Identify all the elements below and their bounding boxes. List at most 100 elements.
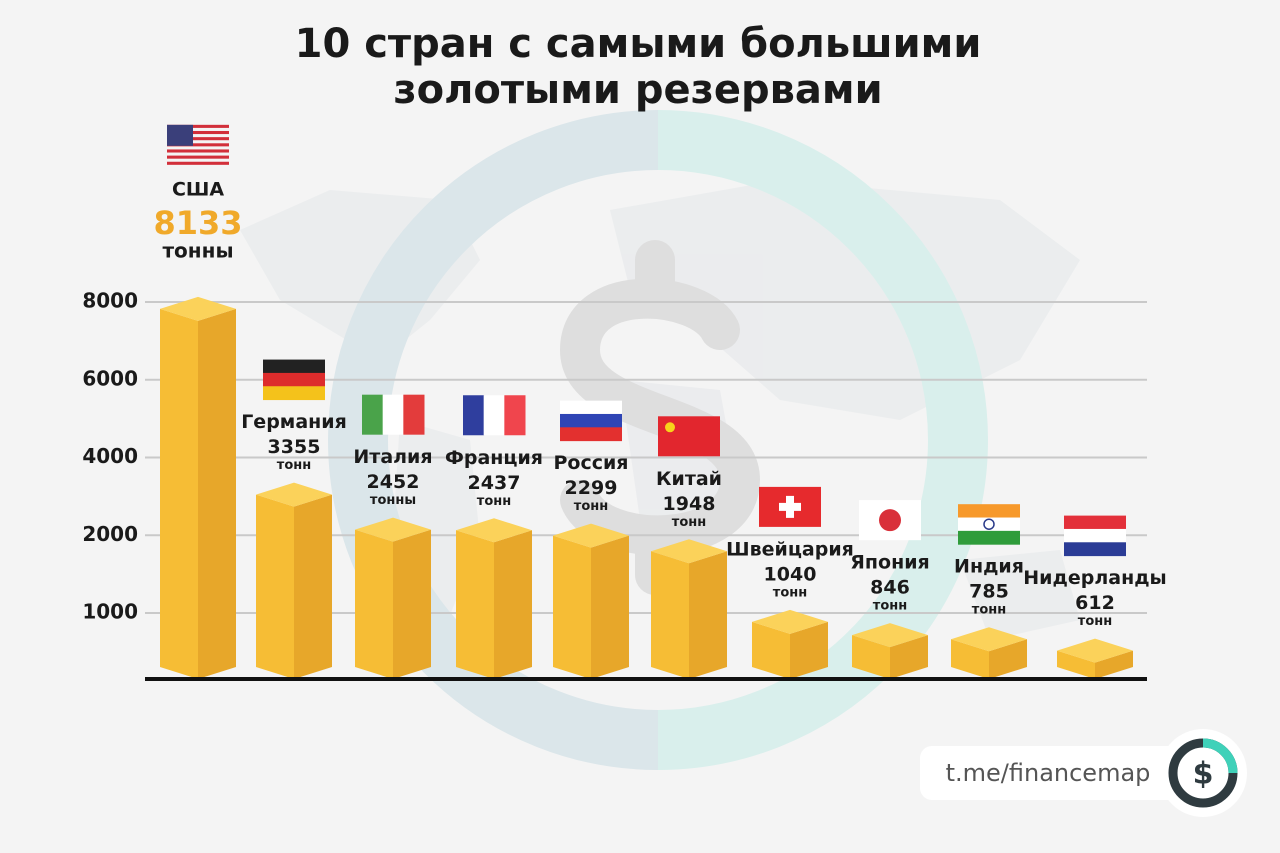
ring-left [328, 110, 659, 770]
flag-sun [879, 509, 901, 532]
flag-stripe [1064, 515, 1126, 530]
flag [658, 416, 720, 457]
bar-right-face [790, 621, 828, 679]
flag [263, 359, 325, 401]
unit-label: тонн [873, 599, 907, 614]
bar-right-face [1095, 650, 1133, 679]
unit-label: тонны [162, 238, 233, 262]
flag-stripe [483, 395, 505, 436]
bar-left-face [256, 494, 294, 679]
bar-left-face [651, 551, 689, 679]
flag-stripe [1064, 542, 1126, 557]
flag-stripe [958, 530, 1020, 545]
bar [852, 623, 928, 679]
value-label: 2299 [565, 477, 618, 499]
bar [160, 296, 236, 679]
flag-stripe [167, 155, 229, 159]
bar-top-face [951, 627, 1027, 652]
continent [960, 550, 1080, 640]
bar-left-face [752, 621, 790, 679]
value-label: 1040 [764, 563, 817, 585]
flag-stripe [167, 137, 229, 141]
logo: $ [1193, 757, 1214, 792]
unit-label: тонн [1078, 614, 1112, 629]
credit: t.me/financemap [946, 759, 1151, 787]
flag-stripe [463, 395, 485, 436]
bar-right-face [689, 551, 727, 679]
flag [560, 400, 622, 442]
bar [752, 609, 828, 679]
unit-label: тонн [773, 585, 807, 600]
unit-label: тонны [370, 493, 416, 508]
flag [167, 124, 229, 165]
flag-stripe [167, 149, 229, 153]
bar-top-face [752, 609, 828, 634]
flag-stripe [263, 359, 325, 374]
bar-right-face [494, 530, 532, 679]
unit-label: тонн [574, 499, 608, 514]
ring-right [657, 110, 988, 770]
bar-top-face [852, 623, 928, 648]
bar-right-face [989, 639, 1027, 679]
flag-stripe [958, 504, 1020, 519]
value-label: 785 [969, 581, 1009, 603]
value-label: 2452 [367, 471, 420, 493]
bar-top-face [160, 296, 236, 321]
unit-label: тонн [477, 494, 511, 509]
bar-left-face [553, 535, 591, 679]
value-label: 1948 [663, 493, 716, 515]
plot: 10002000400060008000тонны8133СШАтонн3355… [82, 124, 1167, 679]
bar-right-face [294, 494, 332, 679]
unit-label: тонн [672, 515, 706, 530]
y-tick-label: 4000 [82, 444, 138, 468]
y-tick-label: 6000 [82, 366, 138, 390]
flag-stripe [958, 517, 1020, 532]
flag [859, 500, 921, 541]
bar [456, 518, 532, 679]
bar-left-face [160, 308, 198, 679]
flag-stripe [403, 394, 425, 435]
bar [951, 627, 1027, 679]
flag [362, 394, 425, 435]
x-tick-label: Нидерланды [1023, 567, 1166, 589]
y-tick-label: 8000 [82, 289, 138, 313]
bar-top-face [1057, 638, 1133, 663]
bar-left-face [456, 530, 494, 679]
x-tick-label: Италия [353, 446, 432, 468]
x-tick-label: Япония [850, 552, 929, 574]
x-tick-label: Россия [553, 452, 628, 474]
bar-top-face [256, 482, 332, 507]
chart-title: золотыми резервами [393, 67, 882, 113]
bar-left-face [355, 529, 393, 679]
logo-accent [1202, 738, 1238, 774]
flag-stripe [263, 372, 325, 387]
flag-cross [779, 502, 801, 511]
y-tick-label: 1000 [82, 600, 138, 624]
bar [355, 517, 431, 679]
flag-star [665, 422, 675, 433]
x-tick-label: США [172, 178, 224, 200]
flag-stripe [167, 161, 229, 165]
value-label: 8133 [153, 204, 242, 242]
bar-top-face [355, 517, 431, 542]
flag-field [658, 416, 720, 457]
x-tick-label: Франция [445, 447, 543, 469]
bar-left-face [951, 639, 989, 679]
y-tick-label: 2000 [82, 522, 138, 546]
flag-stripe [263, 386, 325, 401]
x-tick-label: Швейцария [726, 538, 854, 560]
bar [651, 539, 727, 679]
flag-stripe [560, 413, 622, 428]
flag-stripe [167, 130, 229, 135]
bar [553, 523, 629, 679]
bar-right-face [890, 635, 928, 679]
bar [1057, 638, 1133, 679]
flag-stripe [382, 394, 404, 435]
x-tick-label: Индия [954, 556, 1024, 578]
flag [1064, 515, 1126, 557]
chart-title: 10 стран с самыми большими [295, 21, 982, 67]
value-label: 3355 [268, 436, 321, 458]
unit-label: тонн [972, 603, 1006, 618]
flag [958, 504, 1020, 545]
